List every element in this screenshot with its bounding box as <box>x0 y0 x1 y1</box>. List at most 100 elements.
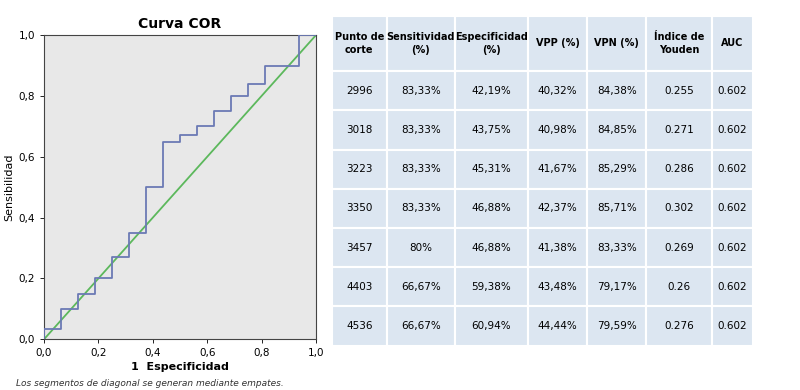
Text: AUC: AUC <box>722 38 744 48</box>
Text: 59,38%: 59,38% <box>472 282 511 292</box>
Bar <box>528 189 587 228</box>
Text: 79,59%: 79,59% <box>597 321 637 331</box>
Bar <box>712 307 753 346</box>
Text: 83,33%: 83,33% <box>401 86 441 96</box>
Text: 0.269: 0.269 <box>664 243 694 253</box>
Bar <box>455 150 528 189</box>
Bar <box>455 267 528 307</box>
Bar <box>386 307 455 346</box>
X-axis label: 1  Especificidad: 1 Especificidad <box>131 362 229 372</box>
Text: 0.26: 0.26 <box>668 282 691 292</box>
Text: 0.286: 0.286 <box>664 164 694 174</box>
Text: 4536: 4536 <box>346 321 373 331</box>
Text: 83,33%: 83,33% <box>597 243 637 253</box>
Text: 0.302: 0.302 <box>665 204 694 213</box>
Bar <box>646 110 712 150</box>
Bar <box>587 16 646 71</box>
Text: 40,98%: 40,98% <box>538 125 578 135</box>
Bar <box>386 267 455 307</box>
Bar <box>712 228 753 267</box>
Bar <box>455 71 528 110</box>
Bar <box>712 189 753 228</box>
Text: 42,37%: 42,37% <box>538 204 578 213</box>
Text: 40,32%: 40,32% <box>538 86 578 96</box>
Text: 85,29%: 85,29% <box>597 164 637 174</box>
Text: Los segmentos de diagonal se generan mediante empates.: Los segmentos de diagonal se generan med… <box>16 379 284 388</box>
Text: Índice de
Youden: Índice de Youden <box>654 32 705 55</box>
Bar <box>332 16 386 71</box>
Bar <box>455 307 528 346</box>
Bar <box>455 228 528 267</box>
Bar <box>587 189 646 228</box>
Bar <box>332 307 386 346</box>
Text: 85,71%: 85,71% <box>597 204 637 213</box>
Bar <box>646 189 712 228</box>
Bar <box>587 110 646 150</box>
Bar <box>528 110 587 150</box>
Text: 3223: 3223 <box>346 164 373 174</box>
Text: 46,88%: 46,88% <box>472 204 511 213</box>
Text: 0.602: 0.602 <box>718 164 747 174</box>
Text: Punto de
corte: Punto de corte <box>334 32 384 55</box>
Text: Sensitividad
(%): Sensitividad (%) <box>386 32 455 55</box>
Bar <box>528 267 587 307</box>
Text: 44,44%: 44,44% <box>538 321 578 331</box>
Bar <box>386 150 455 189</box>
Text: 3457: 3457 <box>346 243 373 253</box>
Bar <box>528 150 587 189</box>
Bar <box>455 16 528 71</box>
Bar <box>386 110 455 150</box>
Text: 66,67%: 66,67% <box>401 321 441 331</box>
Bar <box>455 189 528 228</box>
Text: 83,33%: 83,33% <box>401 164 441 174</box>
Bar <box>332 150 386 189</box>
Bar <box>587 71 646 110</box>
Bar <box>332 267 386 307</box>
Bar <box>386 228 455 267</box>
Bar <box>332 71 386 110</box>
Text: 42,19%: 42,19% <box>472 86 511 96</box>
Bar <box>332 189 386 228</box>
Bar <box>528 16 587 71</box>
Bar <box>587 267 646 307</box>
Text: 0.602: 0.602 <box>718 204 747 213</box>
Text: 0.602: 0.602 <box>718 282 747 292</box>
Text: 0.602: 0.602 <box>718 243 747 253</box>
Bar <box>712 267 753 307</box>
Bar <box>332 228 386 267</box>
Text: VPP (%): VPP (%) <box>536 38 579 48</box>
Bar <box>712 110 753 150</box>
Bar <box>712 71 753 110</box>
Text: 66,67%: 66,67% <box>401 282 441 292</box>
Bar <box>646 16 712 71</box>
Title: Curva COR: Curva COR <box>138 17 222 31</box>
Bar <box>646 150 712 189</box>
Text: 2996: 2996 <box>346 86 373 96</box>
Bar <box>646 267 712 307</box>
Text: 84,85%: 84,85% <box>597 125 637 135</box>
Text: 83,33%: 83,33% <box>401 204 441 213</box>
Bar <box>587 150 646 189</box>
Text: 43,75%: 43,75% <box>472 125 511 135</box>
Y-axis label: Sensibilidad: Sensibilidad <box>4 153 14 221</box>
Text: 43,48%: 43,48% <box>538 282 578 292</box>
Text: 0.271: 0.271 <box>664 125 694 135</box>
Bar <box>646 228 712 267</box>
Text: 41,67%: 41,67% <box>538 164 578 174</box>
Text: 3350: 3350 <box>346 204 373 213</box>
Text: 41,38%: 41,38% <box>538 243 578 253</box>
Text: 83,33%: 83,33% <box>401 125 441 135</box>
Text: VPN (%): VPN (%) <box>594 38 639 48</box>
Bar <box>587 228 646 267</box>
Text: 60,94%: 60,94% <box>472 321 511 331</box>
Bar <box>386 189 455 228</box>
Bar <box>646 307 712 346</box>
Bar <box>587 307 646 346</box>
Text: 84,38%: 84,38% <box>597 86 637 96</box>
Bar <box>528 71 587 110</box>
Text: 0.276: 0.276 <box>664 321 694 331</box>
Text: 0.255: 0.255 <box>664 86 694 96</box>
Text: 3018: 3018 <box>346 125 373 135</box>
Text: 0.602: 0.602 <box>718 86 747 96</box>
Bar <box>712 150 753 189</box>
